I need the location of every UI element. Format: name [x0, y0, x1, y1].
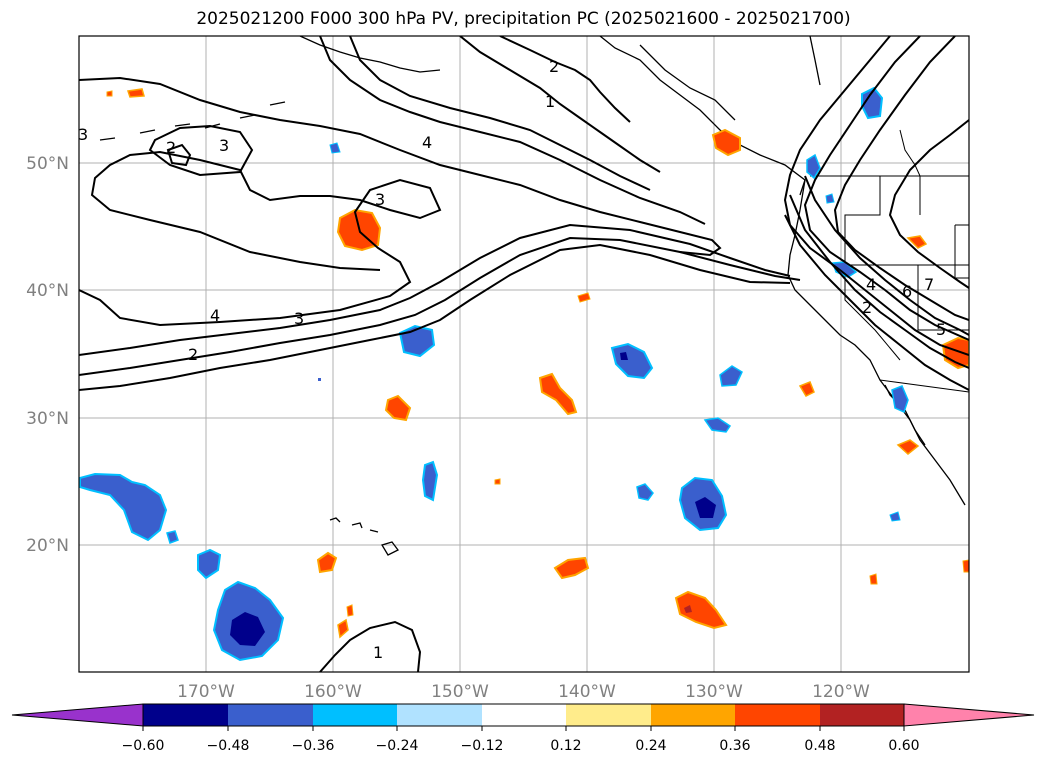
contour-label: 1: [373, 643, 383, 662]
colorbar-segment: [566, 704, 651, 726]
precip-negative: [79, 86, 909, 662]
contour-label: 3: [78, 125, 88, 144]
precip-shading: [79, 86, 969, 662]
contour-label: 4: [422, 133, 432, 152]
colorbar-tick-label: −0.12: [461, 738, 504, 754]
map-title: 2025021200 F000 300 hPa PV, precipitatio…: [196, 9, 851, 29]
colorbar-segment: [397, 704, 482, 726]
colorbar-tick-label: 0.48: [804, 738, 835, 754]
contour-label: 5: [936, 320, 946, 339]
lon-label: 120°W: [812, 682, 870, 702]
contour-label: 3: [375, 190, 385, 209]
map-frame: [78, 35, 970, 673]
lon-label: 140°W: [558, 682, 616, 702]
map-panel: 2 3 3 4 3 4 2 1 2 3 1 4 6 7 5 2: [78, 36, 969, 672]
colorbar-segment: [820, 704, 904, 726]
colorbar-tick-label: 0.24: [635, 738, 666, 754]
colorbar-segment: [735, 704, 820, 726]
colorbar-segment: [482, 704, 566, 726]
colorbar-segment: [651, 704, 735, 726]
colorbar-tick-label: −0.60: [122, 738, 165, 754]
colorbar-tick-label: 0.60: [888, 738, 919, 754]
colorbar-ticks: [142, 726, 905, 731]
contour-label: 2: [549, 57, 559, 76]
colorbar-extend-left: [11, 703, 144, 727]
contour-label: 3: [294, 309, 304, 328]
contour-label: 1: [545, 92, 555, 111]
contour-label: 3: [219, 136, 229, 155]
lon-label: 160°W: [304, 682, 362, 702]
colorbar-segment: [143, 704, 228, 726]
contour-label: 2: [188, 345, 198, 364]
precip-positive: [106, 88, 969, 639]
colorbar-segment: [228, 704, 313, 726]
colorbar-extend-right: [903, 703, 1035, 727]
lon-label: 130°W: [685, 682, 743, 702]
lon-label: 150°W: [431, 682, 489, 702]
lat-label: 50°N: [26, 154, 69, 174]
lon-label: 170°W: [177, 682, 235, 702]
lat-label: 30°N: [26, 409, 69, 429]
contour-label: 7: [924, 275, 934, 294]
contour-label: 2: [862, 298, 872, 317]
lat-label: 20°N: [26, 536, 69, 556]
pv-contour-labels: 2 3 3 4 3 4 2 1 2 3 1 4 6 7 5 2: [78, 57, 946, 662]
latitude-labels: 50°N 40°N 30°N 20°N: [26, 154, 69, 556]
colorbar-segment: [313, 704, 397, 726]
longitude-labels: 170°W 160°W 150°W 140°W 130°W 120°W: [177, 682, 870, 702]
colorbar-tick-label: 0.36: [719, 738, 750, 754]
contour-label: 2: [166, 138, 176, 157]
contour-label: 4: [866, 275, 876, 294]
colorbar-tick-label: −0.48: [207, 738, 250, 754]
lat-label: 40°N: [26, 281, 69, 301]
contour-label: 4: [210, 306, 220, 325]
colorbar: −0.60 −0.48 −0.36 −0.24 −0.12 0.12 0.24 …: [11, 703, 1035, 754]
colorbar-tick-label: 0.12: [550, 738, 581, 754]
colorbar-tick-label: −0.24: [376, 738, 419, 754]
pv-contours: [79, 36, 969, 672]
colorbar-tick-label: −0.36: [292, 738, 335, 754]
contour-label: 6: [902, 282, 912, 301]
